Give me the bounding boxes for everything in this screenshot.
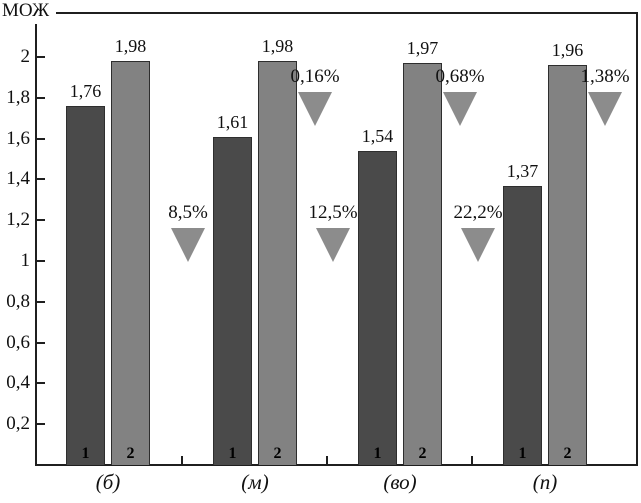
bar-value-label: 1,54	[361, 125, 394, 146]
annotation-percent-label: 8,5%	[168, 202, 208, 223]
bar: 2	[111, 61, 150, 465]
y-tick-mark	[37, 341, 45, 344]
x-category-label: (б)	[95, 470, 121, 494]
y-tick-mark	[37, 219, 45, 222]
bar-series-label: 2	[273, 444, 282, 462]
y-tick-mark	[37, 178, 45, 181]
bar: 1	[358, 150, 397, 465]
x-tick-mark	[471, 456, 473, 464]
bar-value-label: 1,96	[551, 40, 584, 61]
plot-frame	[35, 12, 638, 466]
bar: 1	[503, 185, 542, 465]
y-axis-title: МОЖ	[2, 0, 57, 24]
y-tick-mark	[37, 260, 45, 262]
bar: 2	[548, 65, 587, 465]
annotation-percent-label: 12,5%	[308, 202, 358, 223]
bar-value-label: 1,37	[506, 160, 539, 181]
y-tick-mark	[37, 423, 45, 426]
x-tick-mark	[326, 456, 328, 464]
x-category-label: (во)	[383, 470, 417, 494]
triangle-down-icon	[461, 228, 495, 262]
annotation-percent-label: 22,2%	[453, 202, 503, 223]
bar: 1	[66, 105, 105, 465]
triangle-down-icon	[443, 92, 477, 126]
y-tick-label: 1,4	[6, 168, 30, 190]
bar-value-label: 1,97	[406, 38, 439, 59]
y-tick-mark	[37, 137, 45, 140]
y-tick-mark	[37, 300, 45, 303]
y-tick-mark	[37, 382, 45, 385]
bar-series-label: 2	[126, 444, 135, 462]
bar-series-label: 1	[518, 444, 527, 462]
y-tick-label: 0,8	[6, 290, 30, 312]
y-tick-mark	[37, 56, 45, 58]
annotation-percent-label: 1,38%	[580, 66, 630, 87]
annotation-percent-label: 0,68%	[435, 66, 485, 87]
bar-value-label: 1,76	[69, 80, 102, 101]
bar-series-label: 1	[373, 444, 382, 462]
annotation-percent-label: 0,16%	[290, 66, 340, 87]
y-tick-label: 1,8	[6, 86, 30, 108]
bar-series-label: 2	[418, 444, 427, 462]
y-tick-label: 2	[20, 46, 31, 67]
x-category-label: (м)	[241, 470, 269, 494]
bar-series-label: 2	[563, 444, 572, 462]
bar: 1	[213, 136, 252, 465]
y-tick-label: 0,2	[6, 413, 30, 435]
triangle-down-icon	[316, 228, 350, 262]
triangle-down-icon	[588, 92, 622, 126]
bar-value-label: 1,61	[216, 111, 249, 132]
y-tick-label: 0,6	[6, 331, 30, 353]
bar-series-label: 1	[228, 444, 237, 462]
y-tick-mark	[37, 96, 45, 99]
triangle-down-icon	[171, 228, 205, 262]
bar: 2	[403, 63, 442, 465]
y-tick-label: 1,6	[6, 127, 30, 149]
bar-series-label: 1	[81, 444, 90, 462]
x-tick-mark	[181, 456, 183, 464]
bar-value-label: 1,98	[261, 36, 294, 57]
x-category-label: (п)	[532, 470, 558, 494]
bar-value-label: 1,98	[114, 36, 147, 57]
bar: 2	[258, 61, 297, 465]
y-tick-label: 1	[20, 250, 31, 271]
triangle-down-icon	[298, 92, 332, 126]
y-tick-label: 0,4	[6, 372, 30, 394]
y-tick-label: 1,2	[6, 209, 30, 231]
